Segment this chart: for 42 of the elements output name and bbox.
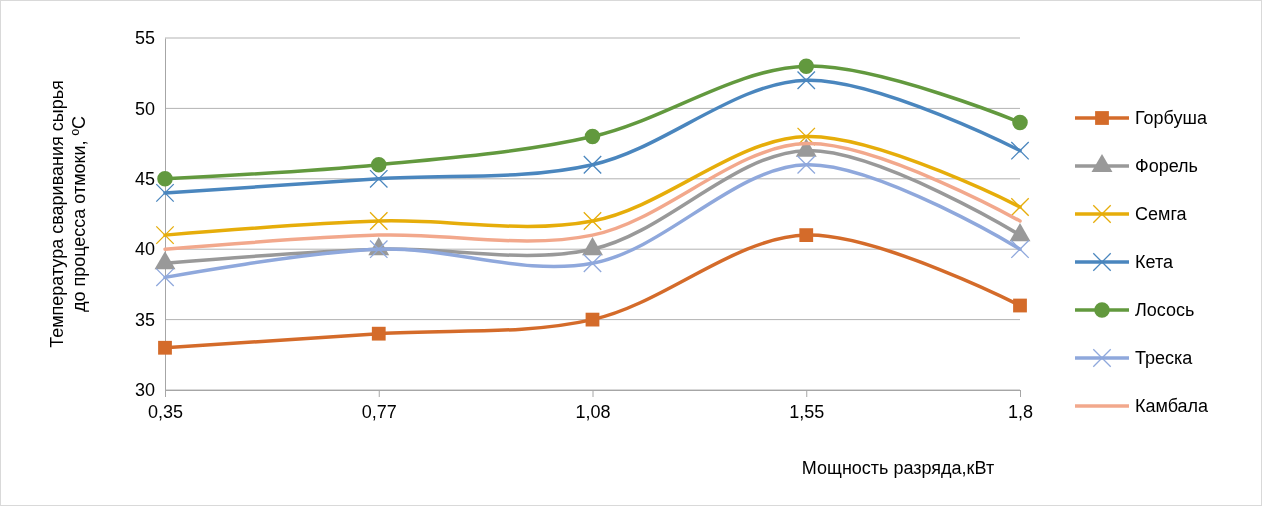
point (155, 267, 175, 287)
point (799, 228, 814, 243)
point (796, 70, 816, 90)
legend-label: Камбала (1135, 396, 1210, 416)
point (796, 155, 816, 175)
x-tick-label: 1,55 (789, 401, 825, 422)
point (369, 211, 389, 231)
point (584, 128, 601, 145)
point (583, 253, 602, 273)
point (1010, 197, 1030, 217)
x-tick-label: 0,35 (147, 401, 184, 422)
point (583, 211, 602, 231)
point (1010, 141, 1030, 160)
legend-label: Треска (1135, 348, 1194, 368)
point (1010, 239, 1030, 259)
y-tick-label: 40 (134, 239, 155, 260)
point (371, 326, 386, 341)
point (157, 171, 173, 187)
x-tick-label: 1,8 (1007, 401, 1034, 422)
point (1012, 114, 1028, 131)
legend-label: Кета (1135, 252, 1174, 272)
point (1013, 298, 1027, 313)
point (158, 340, 172, 355)
point (155, 183, 175, 203)
x-tick-label: 0,77 (361, 401, 397, 422)
y-tick-label: 30 (134, 380, 155, 401)
x-axis-title: Мощность разряда,кВт (801, 458, 995, 478)
x-tick-label: 1,08 (575, 401, 611, 422)
y-tick-label: 45 (134, 169, 155, 190)
point (798, 58, 815, 74)
point (369, 169, 389, 189)
y-tick-label: 35 (134, 309, 155, 330)
legend-label: Форель (1135, 156, 1198, 176)
y-axis-title: Температура сваривания сырья до процесса отмоки, ºС (47, 80, 89, 348)
y-tick-label: 50 (134, 98, 155, 119)
legend-label: Горбуша (1135, 108, 1208, 128)
point (583, 155, 602, 175)
legend-label: Семга (1135, 204, 1188, 224)
legend-label: Лосось (1135, 300, 1195, 320)
point (370, 156, 387, 173)
point (155, 225, 175, 245)
y-tick-label: 55 (134, 28, 155, 49)
